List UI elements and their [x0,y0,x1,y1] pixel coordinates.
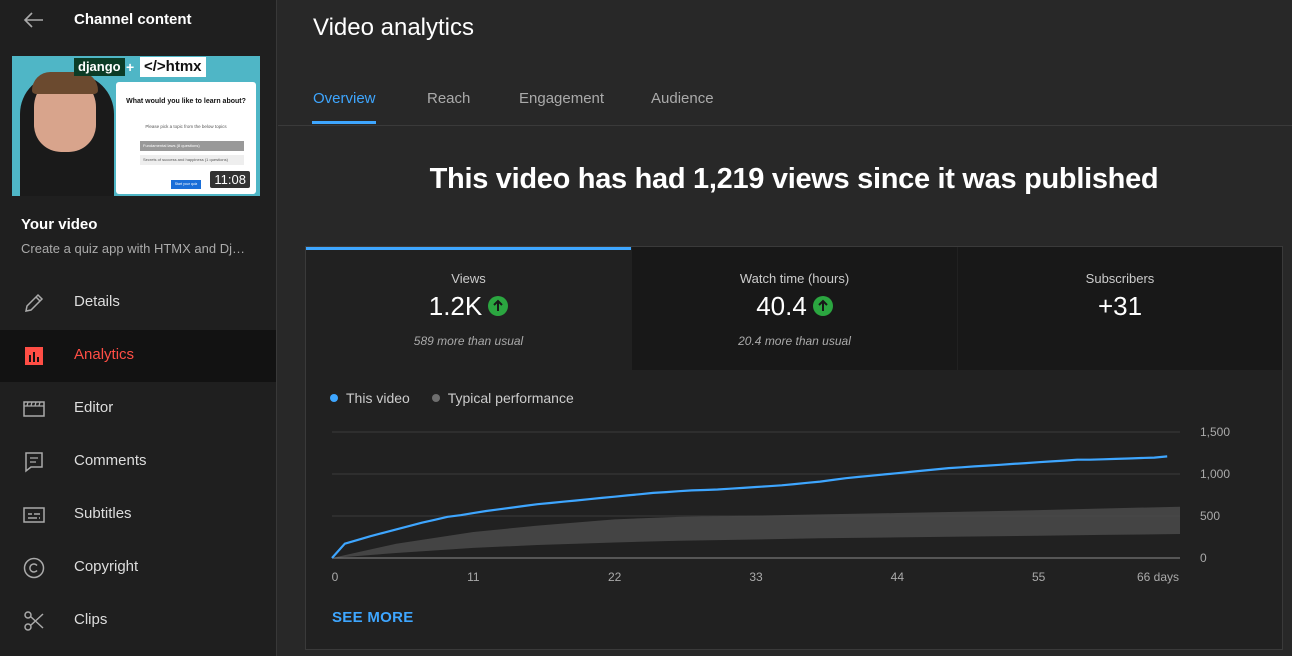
tab-audience[interactable]: Audience [651,90,714,107]
trend-up-icon [812,296,833,317]
your-video-label: Your video [21,216,98,233]
typical-performance-band [332,506,1180,558]
x-tick-label: 66 days [1137,570,1179,584]
views-chart: 0 500 1,000 1,500 0 11 22 33 44 55 66 days [331,425,1230,584]
y-tick-label: 0 [1200,551,1207,565]
metric-value-row: +31 [958,291,1282,322]
sidebar-item-label: Details [74,293,120,310]
sidebar-item-subtitles[interactable]: Subtitles [0,489,276,541]
metric-value: 1.2K [428,291,483,321]
thumbnail-quiz-subtitle: Please pick a topic from the below topic… [145,124,227,129]
tab-engagement[interactable]: Engagement [519,90,605,107]
sidebar-item-details[interactable]: Details [0,277,276,329]
pencil-icon [25,293,44,312]
metric-watch-time[interactable]: Watch time (hours) 40.4 20.4 more than u… [632,247,957,370]
sidebar-item-label: Comments [74,452,147,469]
sidebar-header: Channel content [0,0,277,40]
sidebar-item-editor[interactable]: Editor [0,383,276,435]
metric-label: Subscribers [1085,271,1155,286]
series-line-this-video [331,455,1168,559]
metric-subscribers[interactable]: Subscribers +31 [958,247,1282,370]
x-tick-label: 11 [467,570,480,584]
scissors-icon [24,611,44,631]
thumbnail-quiz-card: What would you like to learn about? Plea… [116,82,256,194]
views-headline: This video has had 1,219 views since it … [429,163,1159,195]
back-arrow-icon[interactable] [22,8,46,32]
thumbnail-plus: + [126,59,135,75]
active-tab-indicator [312,121,376,124]
sidebar-item-label: Clips [74,611,108,628]
see-more-link[interactable]: SEE MORE [332,609,414,626]
chart-legend: This video Typical performance [330,390,592,406]
thumbnail-quiz-button: Start your quiz [171,180,201,189]
sidebar-title: Channel content [74,11,192,28]
y-tick-label: 500 [1200,509,1220,523]
legend-this-video[interactable]: This video [330,390,410,406]
page-title: Video analytics [313,14,474,41]
thumbnail-quiz-question: What would you like to learn about? [126,98,246,105]
legend-label: Typical performance [447,390,574,406]
y-tick-label: 1,500 [1200,425,1230,439]
metric-views[interactable]: Views 1.2K 589 more than usual [306,247,631,370]
comments-icon [25,452,43,473]
sidebar: Channel content django + </>htmx What wo… [0,0,277,656]
metric-comparison: 589 more than usual [413,334,524,348]
y-tick-label: 1,000 [1200,467,1230,481]
x-tick-label: 22 [608,570,622,584]
metric-value: +31 [1097,291,1143,321]
thumbnail-htmx-logo: </>htmx [140,57,206,77]
x-tick-label: 0 [332,570,339,584]
tab-overview[interactable]: Overview [313,90,376,107]
analytics-card: Views 1.2K 589 more than usual Watch tim… [305,246,1283,650]
legend-label: This video [346,390,410,406]
sidebar-item-label: Analytics [74,346,135,363]
copyright-icon [23,557,45,579]
video-title[interactable]: Create a quiz app with HTMX and Dj… [21,241,245,256]
metric-value-row: 1.2K [306,291,631,322]
sidebar-item-label: Copyright [74,558,139,575]
metric-value: 40.4 [756,291,807,321]
thumbnail-django-logo: django [74,58,125,76]
trend-up-icon [488,296,509,317]
legend-dot [330,394,338,402]
metric-comparison: 20.4 more than usual [738,334,851,348]
legend-typical[interactable]: Typical performance [431,390,574,406]
x-tick-label: 55 [1032,570,1046,584]
video-duration-badge: 11:08 [210,171,250,188]
thumbnail-quiz-option: Fundamental laws (8 questions) [140,141,244,151]
legend-dot [431,394,440,402]
video-thumbnail[interactable]: django + </>htmx What would you like to … [12,56,260,196]
thumbnail-quiz-option: Secrets of success and happiness (1 ques… [140,155,244,165]
analytics-tabs: Overview Reach Engagement Audience [278,80,1292,126]
sidebar-item-analytics[interactable]: Analytics [0,330,276,382]
sidebar-item-label: Subtitles [74,505,132,522]
sidebar-item-copyright[interactable]: Copyright [0,542,276,594]
sidebar-item-label: Editor [74,399,114,416]
metric-label: Views [451,271,486,286]
metric-label: Watch time (hours) [739,271,850,286]
metric-selected-bar [306,247,631,250]
editor-icon [23,401,45,417]
x-tick-label: 33 [749,570,763,584]
tab-reach[interactable]: Reach [427,90,471,107]
sidebar-item-clips[interactable]: Clips [0,595,276,647]
metric-value-row: 40.4 [632,291,957,322]
thumbnail-person-hair [32,72,98,94]
subtitles-icon [23,507,45,523]
analytics-icon [25,347,43,365]
sidebar-item-comments[interactable]: Comments [0,436,276,488]
x-tick-label: 44 [891,570,905,584]
